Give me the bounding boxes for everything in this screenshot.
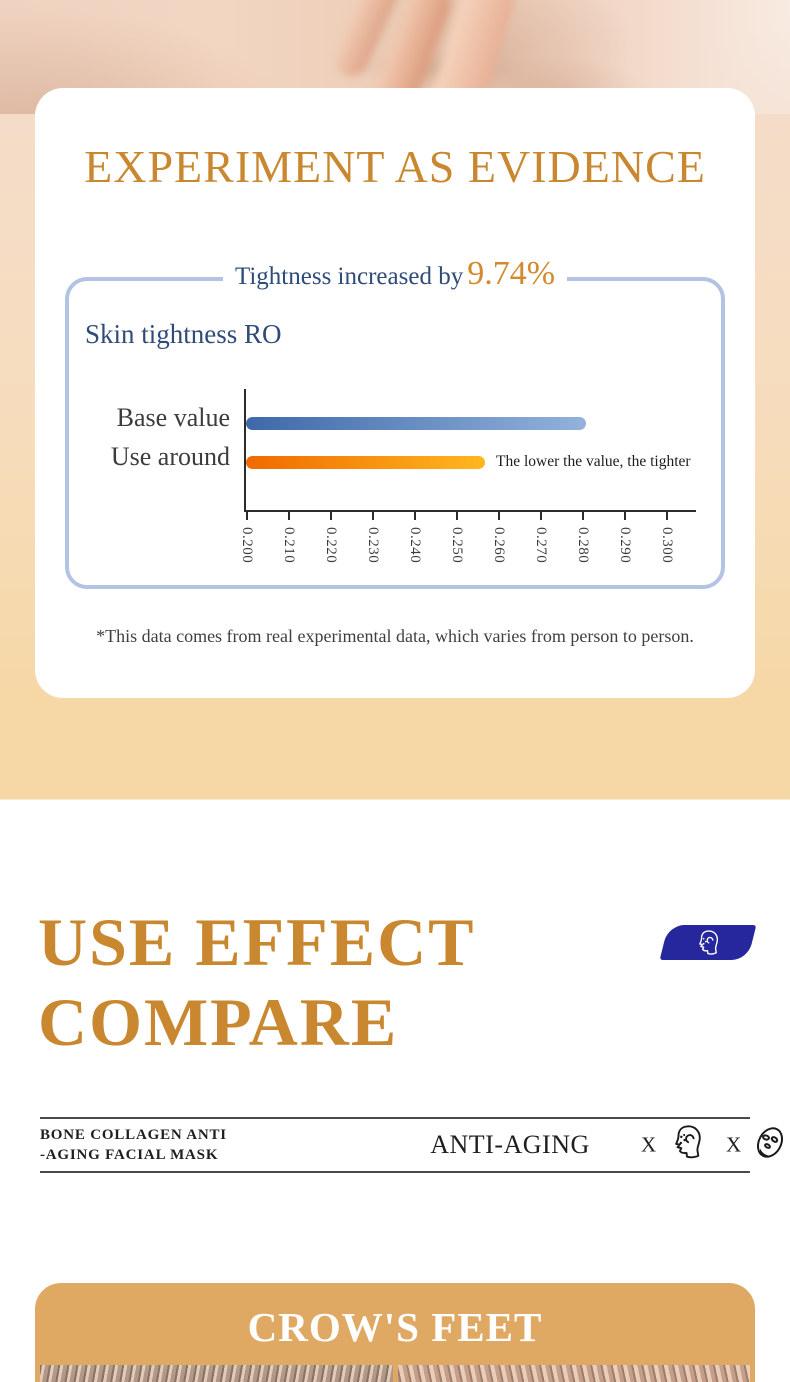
- category-label: ANTI-AGING: [430, 1130, 590, 1159]
- tick-mark: [288, 512, 290, 520]
- tick-label: 0.290: [617, 527, 633, 564]
- facial-mask-icon: [752, 1125, 788, 1166]
- bar-chart: Base value Use around The lower the valu…: [111, 387, 714, 587]
- use-effect-title: USE EFFECT COMPARE: [38, 902, 476, 1062]
- chart-annotation: The lower the value, the tighter: [496, 453, 691, 470]
- bar-label-use: Use around: [110, 442, 230, 471]
- experiment-title: EXPERIMENT AS EVIDENCE: [84, 141, 706, 192]
- aged-face-icon: [670, 1124, 704, 1167]
- product-name-line2: -AGING FACIAL MASK: [40, 1147, 219, 1163]
- bar-base-value: [246, 417, 586, 430]
- tick-label: 0.270: [533, 527, 549, 564]
- crows-feet-photo-after: [397, 1365, 750, 1382]
- use-effect-title-line1: USE EFFECT: [38, 904, 476, 980]
- crows-feet-card: CROW'S FEET: [35, 1283, 755, 1382]
- tick-label: 0.250: [449, 527, 465, 564]
- tick-label: 0.280: [575, 527, 591, 564]
- tick-mark: [372, 512, 374, 520]
- product-compare-bar: BONE COLLAGEN ANTI -AGING FACIAL MASK AN…: [40, 1117, 783, 1173]
- x-axis-line: [244, 510, 696, 512]
- multiply-separator: X: [726, 1132, 742, 1157]
- tick-mark: [540, 512, 542, 520]
- tick-label: 0.260: [491, 527, 507, 564]
- bar-label-base: Base value: [116, 403, 230, 432]
- tick-mark: [330, 512, 332, 520]
- crows-feet-photo-before: [40, 1365, 393, 1382]
- tick-label: 0.230: [365, 527, 381, 564]
- use-effect-title-line2: COMPARE: [38, 984, 399, 1060]
- chart-title: Skin tightness RO: [85, 319, 282, 349]
- bar-use-around: [246, 456, 485, 469]
- tick-mark: [456, 512, 458, 520]
- before-after-photos: [40, 1365, 750, 1382]
- headline-value: 9.74%: [467, 255, 556, 292]
- tick-mark: [624, 512, 626, 520]
- tick-label: 0.200: [239, 527, 255, 564]
- tick-mark: [582, 512, 584, 520]
- tick-mark: [498, 512, 500, 520]
- tick-mark: [246, 512, 248, 520]
- multiply-separator: X: [641, 1132, 657, 1157]
- tick-label: 0.240: [407, 527, 423, 564]
- y-axis-line: [244, 389, 246, 510]
- headline-prefix: Tightness increased by: [234, 263, 464, 290]
- tick-mark: [414, 512, 416, 520]
- data-disclaimer: *This data comes from real experimental …: [96, 626, 694, 646]
- product-name-line1: BONE COLLAGEN ANTI: [40, 1126, 227, 1143]
- tick-label: 0.210: [281, 527, 297, 564]
- tick-label: 0.220: [323, 527, 339, 564]
- face-profile-badge: [659, 925, 757, 960]
- chart-headline: Tightness increased by 9.74%: [69, 255, 721, 293]
- tightness-chart-box: Tightness increased by 9.74% Skin tightn…: [65, 255, 725, 589]
- tick-label: 0.300: [659, 527, 675, 564]
- experiment-card: EXPERIMENT AS EVIDENCE Tightness increas…: [35, 88, 755, 698]
- face-profile-badge-icon: [699, 929, 719, 955]
- tick-mark: [666, 512, 668, 520]
- crows-feet-title: CROW'S FEET: [247, 1304, 543, 1350]
- product-name: BONE COLLAGEN ANTI -AGING FACIAL MASK: [40, 1125, 227, 1166]
